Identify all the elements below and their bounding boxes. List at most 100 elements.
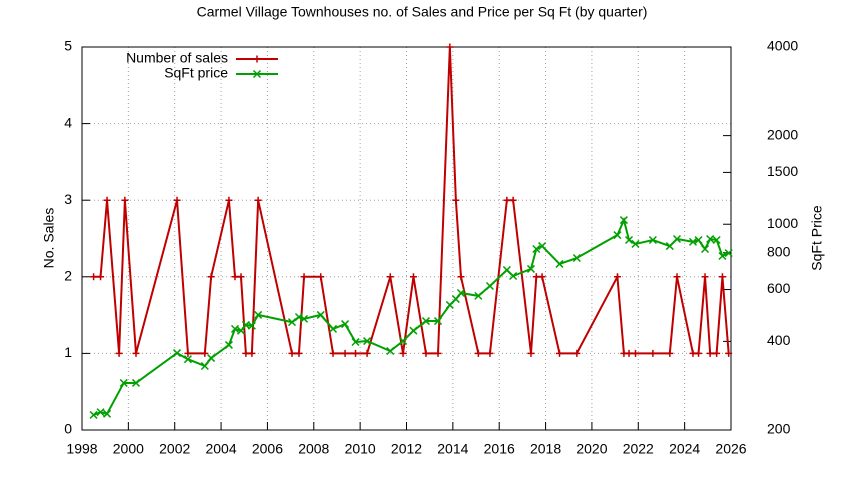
series-line xyxy=(93,217,730,416)
point-marker xyxy=(713,349,721,357)
x-tick-label: 2004 xyxy=(205,441,236,457)
point-marker xyxy=(398,337,408,346)
point-marker xyxy=(538,242,547,251)
point-marker xyxy=(201,349,209,357)
point-marker xyxy=(173,196,181,204)
point-marker xyxy=(252,69,262,79)
x-tick-label: 2026 xyxy=(715,441,746,457)
point-marker xyxy=(294,312,303,322)
y-axis-label: No. Sales xyxy=(41,208,57,269)
point-marker xyxy=(613,273,621,281)
y-tick-label: 4 xyxy=(64,114,72,130)
y-tick-label: 0 xyxy=(64,421,72,437)
point-marker xyxy=(207,354,216,363)
point-marker xyxy=(631,239,640,248)
point-marker xyxy=(328,324,338,333)
legend-label: SqFt price xyxy=(164,65,228,81)
point-marker xyxy=(409,326,418,335)
point-marker xyxy=(555,259,564,268)
point-marker xyxy=(132,349,140,357)
point-marker xyxy=(386,346,395,356)
point-marker xyxy=(503,196,511,204)
point-marker xyxy=(538,273,546,281)
point-marker xyxy=(486,349,494,357)
y2-tick-label: 600 xyxy=(767,280,791,296)
point-marker xyxy=(701,244,710,254)
point-marker xyxy=(253,55,261,63)
point-marker xyxy=(672,234,682,244)
point-marker xyxy=(632,349,640,357)
point-marker xyxy=(341,349,349,357)
point-marker xyxy=(295,349,303,357)
point-marker xyxy=(457,273,465,281)
point-marker xyxy=(712,235,721,245)
point-marker xyxy=(725,349,733,357)
point-marker xyxy=(502,265,511,275)
point-marker xyxy=(421,317,431,326)
x-tick-label: 2008 xyxy=(298,441,329,457)
point-marker xyxy=(97,273,105,281)
point-marker xyxy=(230,324,240,333)
point-marker xyxy=(363,337,372,346)
x-tick-label: 2018 xyxy=(530,441,561,457)
point-marker xyxy=(248,349,256,357)
point-marker xyxy=(613,231,622,240)
y-tick-label: 2 xyxy=(64,268,72,284)
point-marker xyxy=(474,349,482,357)
point-marker xyxy=(688,237,698,246)
y-tick-label: 3 xyxy=(64,191,72,207)
point-marker xyxy=(673,273,681,281)
y2-tick-label: 400 xyxy=(767,332,791,348)
point-marker xyxy=(288,349,296,357)
point-marker xyxy=(532,244,541,254)
y2-tick-label: 4000 xyxy=(767,38,798,54)
point-marker xyxy=(173,349,182,358)
point-marker xyxy=(300,314,309,323)
point-marker xyxy=(231,273,239,281)
point-marker xyxy=(445,300,454,309)
point-marker xyxy=(317,273,325,281)
point-marker xyxy=(200,361,209,371)
point-marker xyxy=(103,409,112,418)
point-marker xyxy=(555,349,563,357)
point-marker xyxy=(121,196,129,204)
y2-tick-label: 1500 xyxy=(767,163,798,179)
x-tick-label: 2014 xyxy=(437,441,468,457)
point-marker xyxy=(718,251,727,261)
x-tick-label: 2006 xyxy=(252,441,283,457)
point-marker xyxy=(329,349,337,357)
point-marker xyxy=(718,273,726,281)
point-marker xyxy=(706,349,714,357)
point-marker xyxy=(526,264,535,273)
point-marker xyxy=(352,349,360,357)
point-marker xyxy=(341,320,350,329)
point-marker xyxy=(351,337,360,347)
x-tick-label: 2002 xyxy=(159,441,190,457)
y2-tick-label: 200 xyxy=(767,421,791,437)
point-marker xyxy=(695,349,703,357)
point-marker xyxy=(456,288,466,298)
chart-title: Carmel Village Townhouses no. of Sales a… xyxy=(197,4,648,20)
legend-label: Number of sales xyxy=(126,50,228,66)
point-marker xyxy=(509,196,517,204)
point-marker xyxy=(434,349,442,357)
x-tick-label: 2016 xyxy=(484,441,515,457)
point-marker xyxy=(625,349,633,357)
point-marker xyxy=(572,253,581,263)
point-marker xyxy=(648,235,657,245)
point-marker xyxy=(665,242,674,251)
point-marker xyxy=(509,271,518,281)
x-tick-label: 2024 xyxy=(669,441,700,457)
point-marker xyxy=(103,196,111,204)
point-marker xyxy=(131,378,141,387)
point-marker xyxy=(433,317,443,326)
point-marker xyxy=(422,349,430,357)
point-marker xyxy=(363,349,371,357)
point-marker xyxy=(399,349,407,357)
point-marker xyxy=(573,349,581,357)
x-tick-label: 2000 xyxy=(113,441,144,457)
point-marker xyxy=(624,235,634,245)
point-marker xyxy=(485,281,494,291)
point-marker xyxy=(254,196,262,204)
